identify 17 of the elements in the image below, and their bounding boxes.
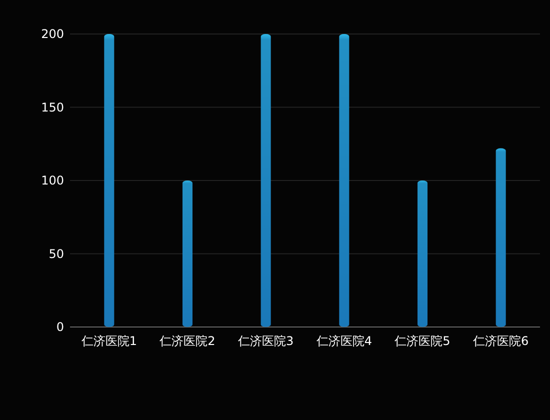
bar: [260, 34, 271, 327]
x-tick-label: 仁济医院5: [394, 334, 450, 348]
bar: [339, 34, 350, 327]
bar: [104, 34, 114, 327]
y-tick-label: 50: [48, 246, 64, 261]
x-tick-label: 仁济医院3: [237, 334, 294, 348]
bar: [496, 148, 506, 327]
bar: [418, 180, 428, 327]
y-tick-label: 0: [56, 320, 64, 334]
y-tick-label: 100: [41, 174, 64, 188]
bar: [182, 180, 192, 327]
y-tick-label: 200: [41, 27, 64, 42]
x-tick-label: 仁济医院6: [472, 334, 529, 348]
x-tick-label: 仁济医院1: [80, 334, 137, 348]
x-tick-label: 仁济医院4: [315, 334, 372, 348]
y-tick-label: 150: [41, 100, 64, 114]
x-tick-label: 仁济医院2: [158, 334, 216, 348]
